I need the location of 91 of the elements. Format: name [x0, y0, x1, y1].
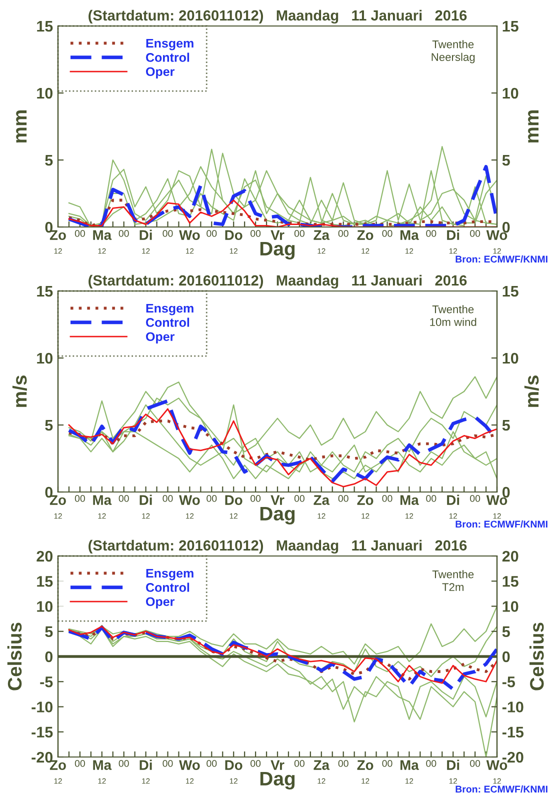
chart-title: (Startdatum: 2016011012) Maandag 11 Januari 2016	[88, 274, 467, 289]
x-tick-label: 00	[250, 230, 261, 237]
legend-label: Control	[146, 318, 190, 327]
x-tick-label: 00	[294, 230, 304, 237]
y2-tick-label: 10	[502, 601, 518, 612]
x-tick-label: 00	[470, 495, 480, 502]
y-tick-label: 5	[45, 626, 53, 638]
x-tick-label: 00	[206, 760, 217, 767]
y2-axis-title: Celsius	[529, 622, 544, 690]
text: Bron: ECMWF/KNMI	[456, 785, 548, 793]
x-tick-label: 00	[470, 230, 480, 237]
x-tick-label: 00	[338, 760, 348, 767]
y2-tick-label: 5	[502, 155, 510, 166]
y2-tick-label: 15	[502, 21, 518, 32]
y-tick-label: 20	[36, 550, 53, 562]
y-tick-label: 15	[37, 286, 53, 297]
y2-axis-title: m/s	[524, 376, 539, 407]
y-tick-label: 0	[45, 486, 53, 498]
x-tick-label: 00	[426, 230, 436, 237]
x-tick-label: 00	[118, 230, 129, 237]
y-tick-label: 5	[45, 420, 53, 431]
y2-tick-label: -10	[502, 702, 524, 712]
x-tick-label: 00	[382, 495, 392, 502]
x-tick-label: 00	[338, 495, 348, 502]
legend-label: Ensgem	[146, 38, 194, 50]
legend-label: Ensgem	[146, 568, 194, 580]
y2-tick-label: 5	[502, 626, 510, 638]
chart-title: (Startdatum: 2016011012) Maandag 11 Januari 2016	[88, 10, 467, 24]
x-tick-label: 00	[250, 495, 261, 502]
y-tick-label: 10	[37, 88, 53, 99]
y-axis-title: Celsius	[7, 622, 22, 690]
y2-tick-label: -5	[502, 676, 516, 688]
annotation: Twenthe 10m wind	[430, 305, 476, 326]
x-tick-label: Vr	[270, 495, 284, 505]
x-tick-label: 00	[74, 230, 85, 237]
x-tick-label: 00	[294, 760, 304, 767]
x-tick-label: 00	[338, 230, 348, 237]
y-tick-label: -15	[32, 726, 53, 738]
x-tick-label: 00	[162, 230, 173, 237]
x-tick-label: 00	[470, 760, 480, 767]
y2-tick-label: 10	[502, 352, 518, 364]
y2-tick-label: 0	[502, 651, 510, 662]
y-tick-label: -10	[32, 702, 53, 712]
x-tick-label: 00	[426, 495, 436, 502]
y-tick-label: -20	[32, 752, 53, 763]
legend-label: Oper	[146, 67, 174, 79]
legend-label: Control	[146, 52, 190, 62]
chart-title: (Startdatum: 2016011012) Maandag 11 Januari 2016	[88, 540, 467, 554]
x-tick-label: 00	[294, 495, 304, 502]
annotation: Twenthe T2m	[432, 570, 474, 591]
x-tick-label: 00	[74, 495, 85, 502]
y-tick-label: 15	[37, 576, 53, 587]
y-tick-label: 0	[45, 222, 53, 233]
y2-tick-label: 15	[502, 286, 518, 297]
x-axis-title: Dag	[260, 772, 295, 790]
y-axis-title: m/s	[12, 376, 27, 407]
legend-label: Oper	[146, 597, 174, 609]
x-tick-label: 00	[382, 230, 392, 237]
y-axis-title: mm	[16, 110, 27, 143]
x-tick-label: 00	[250, 760, 261, 767]
x-axis-title: Dag	[260, 506, 295, 524]
x-tick-label: 00	[162, 760, 173, 767]
text: Bron: ECMWF/KNMI	[456, 520, 548, 528]
annotation: Twenthe Neerslag	[432, 40, 475, 64]
y-tick-label: 5	[45, 155, 53, 166]
y2-tick-label: 10	[502, 88, 518, 99]
x-tick-label: 00	[118, 760, 129, 767]
y-tick-label: 0	[45, 651, 53, 662]
legend-label: Ensgem	[146, 304, 194, 316]
x-tick-label: Vr	[270, 230, 284, 240]
x-tick-label: 00	[426, 760, 436, 767]
y-tick-label: 10	[37, 352, 53, 364]
y2-tick-label: 20	[502, 550, 518, 562]
y2-tick-label: 5	[502, 420, 510, 431]
x-tick-label: 00	[382, 760, 392, 767]
x-tick-label: 00	[118, 495, 129, 502]
x-tick-label: 00	[74, 760, 85, 767]
text: Bron: ECMWF/KNMI	[456, 255, 548, 263]
x-tick-label: 00	[162, 495, 173, 502]
y2-tick-label: -15	[502, 726, 524, 738]
x-tick-label: 00	[206, 495, 217, 502]
y2-tick-label: 15	[502, 576, 518, 587]
x-axis-title: Dag	[260, 242, 295, 260]
x-tick-label: 00	[206, 230, 217, 237]
legend-label: Control	[146, 582, 190, 592]
y-tick-label: 15	[37, 21, 53, 32]
x-tick-label: Vr	[270, 760, 284, 770]
y-tick-label: 10	[37, 601, 53, 612]
y-tick-label: -5	[40, 676, 53, 688]
y2-axis-title: mm	[528, 110, 538, 143]
legend-label: Oper	[146, 332, 174, 344]
